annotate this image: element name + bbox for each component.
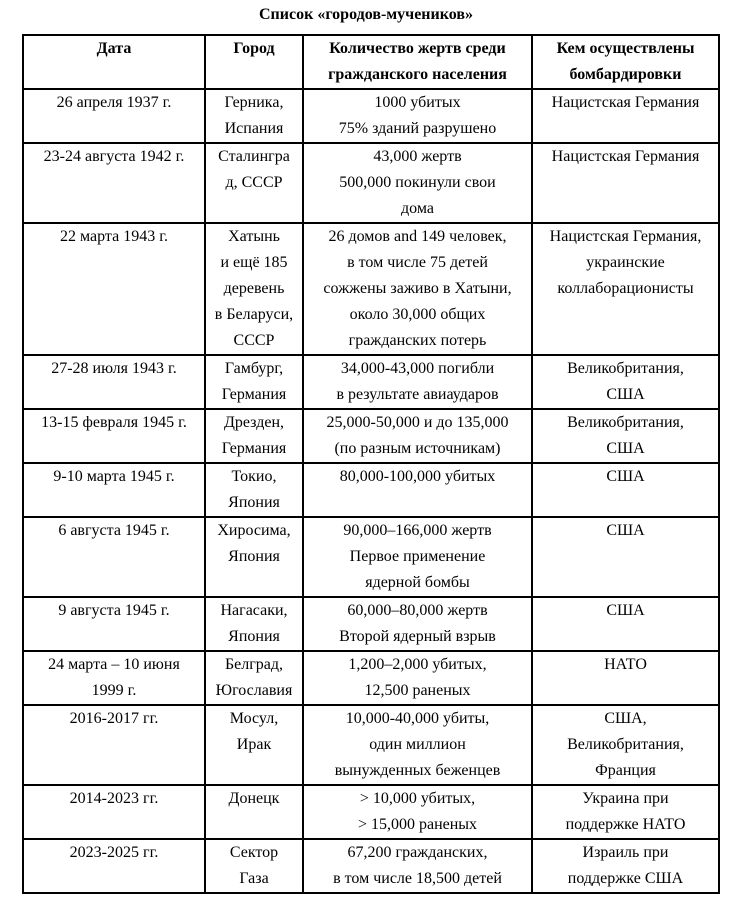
date-cell: 24 марта – 10 июня 1999 г.	[22, 650, 206, 706]
victims-cell: 90,000–166,000 жертв Первое применение я…	[302, 516, 533, 598]
city-cell: Токио, Япония	[204, 462, 304, 518]
date-cell: 2016-2017 гг.	[22, 704, 206, 786]
table-row: 9-10 марта 1945 г. Токио, Япония 80,000-10…	[22, 462, 720, 518]
perpetrator-cell: Нацистская Германия, украинские коллабор…	[531, 222, 720, 356]
martyr-cities-table: Дата Город Количество жертв среди гражданс…	[22, 34, 720, 894]
perpetrator-cell: Нацистская Германия	[531, 142, 720, 224]
city-cell: Сектор Газа	[204, 838, 304, 894]
table-row: 13-15 февраля 1945 г. Дрезден, Германия 25…	[22, 408, 720, 464]
victims-cell: 67,200 гражданских, в том числе 18,500 д…	[302, 838, 533, 894]
page-title: Список «городов-мучеников»	[259, 6, 473, 23]
perpetrator-cell: США	[531, 516, 720, 598]
table-body: 26 апреля 1937 г. Герника, Испания 1000 уб…	[22, 88, 720, 894]
city-cell: Гамбург, Германия	[204, 354, 304, 410]
perpetrator-cell: Украина при поддержке НАТО	[531, 784, 720, 840]
perpetrator-cell: Израиль при поддержке США	[531, 838, 720, 894]
header-cell-perpetrator: Кем осуществлены бомбардировки	[531, 34, 720, 90]
victims-cell: 80,000-100,000 убитых	[302, 462, 533, 518]
header-row: Дата Город Количество жертв среди гражданс…	[22, 34, 720, 90]
city-cell: Мосул, Ирак	[204, 704, 304, 786]
date-cell: 27-28 июля 1943 г.	[22, 354, 206, 410]
city-cell: Сталингра д, СССР	[204, 142, 304, 224]
city-cell: Хатынь и ещё 185 деревень в Беларуси, СС…	[204, 222, 304, 356]
city-cell: Хиросима, Япония	[204, 516, 304, 598]
date-cell: 26 апреля 1937 г.	[22, 88, 206, 144]
header-cell-date: Дата	[22, 34, 206, 90]
header-cell-city: Город	[204, 34, 304, 90]
city-cell: Герника, Испания	[204, 88, 304, 144]
victims-cell: 34,000-43,000 погибли в результате авиау…	[302, 354, 533, 410]
victims-cell: 60,000–80,000 жертв Второй ядерный взрыв	[302, 596, 533, 652]
perpetrator-cell: Нацистская Германия	[531, 88, 720, 144]
city-cell: Дрезден, Германия	[204, 408, 304, 464]
victims-cell: 25,000-50,000 и до 135,000 (по разным ис…	[302, 408, 533, 464]
perpetrator-cell: Великобритания, США	[531, 354, 720, 410]
table-row: 9 августа 1945 г. Нагасаки, Япония 60,000–…	[22, 596, 720, 652]
table-row: 27-28 июля 1943 г. Гамбург, Германия 34,00…	[22, 354, 720, 410]
perpetrator-cell: Великобритания, США	[531, 408, 720, 464]
table-row: 26 апреля 1937 г. Герника, Испания 1000 уб…	[22, 88, 720, 144]
table-row: 2014-2023 гг. Донецк > 10,000 убитых, > 15…	[22, 784, 720, 840]
perpetrator-cell: США	[531, 596, 720, 652]
victims-cell: 10,000-40,000 убиты, один миллион вынужд…	[302, 704, 533, 786]
table-row: 2023-2025 гг. Сектор Газа 67,200 гражданск…	[22, 838, 720, 894]
victims-cell: 1000 убитых 75% зданий разрушено	[302, 88, 533, 144]
date-cell: 6 августа 1945 г.	[22, 516, 206, 598]
victims-cell: 1,200–2,000 убитых, 12,500 раненых	[302, 650, 533, 706]
city-cell: Нагасаки, Япония	[204, 596, 304, 652]
victims-cell: 26 домов and 149 человек, в том числе 75…	[302, 222, 533, 356]
table-row: 6 августа 1945 г. Хиросима, Япония 90,000–…	[22, 516, 720, 598]
table-row: 23-24 августа 1942 г. Сталингра д, СССР 43…	[22, 142, 720, 224]
perpetrator-cell: США, Великобритания, Франция	[531, 704, 720, 786]
perpetrator-cell: НАТО	[531, 650, 720, 706]
date-cell: 2014-2023 гг.	[22, 784, 206, 840]
victims-cell: > 10,000 убитых, > 15,000 раненых	[302, 784, 533, 840]
victims-cell: 43,000 жертв 500,000 покинули свои дома	[302, 142, 533, 224]
table-row: 22 марта 1943 г. Хатынь и ещё 185 деревен…	[22, 222, 720, 356]
date-cell: 2023-2025 гг.	[22, 838, 206, 894]
header-cell-victims: Количество жертв среди гражданского насе…	[302, 34, 533, 90]
table-row: 2016-2017 гг. Мосул, Ирак 10,000-40,000 уб…	[22, 704, 720, 786]
table-row: 24 марта – 10 июня 1999 г. Белград, Югосл…	[22, 650, 720, 706]
date-cell: 13-15 февраля 1945 г.	[22, 408, 206, 464]
date-cell: 23-24 августа 1942 г.	[22, 142, 206, 224]
date-cell: 9 августа 1945 г.	[22, 596, 206, 652]
city-cell: Донецк	[204, 784, 304, 840]
date-cell: 22 марта 1943 г.	[22, 222, 206, 356]
city-cell: Белград, Югославия	[204, 650, 304, 706]
perpetrator-cell: США	[531, 462, 720, 518]
date-cell: 9-10 марта 1945 г.	[22, 462, 206, 518]
